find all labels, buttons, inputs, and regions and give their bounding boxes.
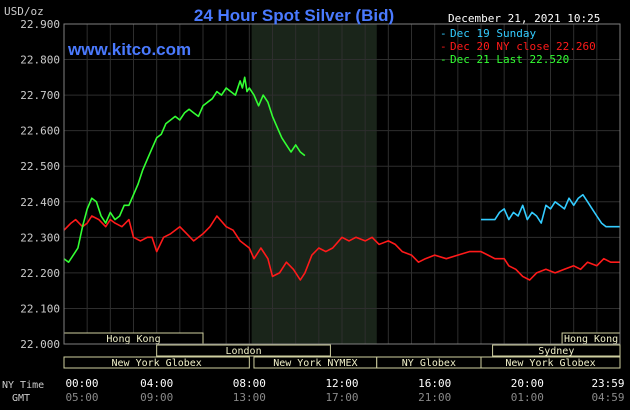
gmt-axis-label: GMT [12, 393, 30, 404]
watermark: www.kitco.com [67, 40, 191, 59]
y-tick-label: 22.000 [20, 338, 60, 351]
chart-title: 24 Hour Spot Silver (Bid) [194, 6, 394, 25]
ny-time-axis-label: NY Time [2, 380, 44, 391]
session-bar-box [492, 344, 621, 357]
y-tick-label: 22.100 [20, 302, 60, 315]
legend-dash-dec20: - [440, 40, 447, 53]
legend-item-dec21: Dec 21 Last 22.520 [450, 53, 569, 66]
x-tick-label-gmt: 13:00 [233, 391, 266, 404]
timestamp: December 21, 2021 10:25 [448, 12, 600, 25]
legend-item-dec19: Dec 19 Sunday [450, 27, 536, 40]
session-bar: Hong Kong [561, 332, 621, 345]
y-tick-label: 22.800 [20, 54, 60, 67]
y-tick-label: 22.700 [20, 89, 60, 102]
session-bar: New York Globex [480, 356, 621, 369]
x-tick-label-gmt: 09:00 [140, 391, 173, 404]
session-label: New York NYMEX [273, 358, 357, 369]
y-tick-label: 22.900 [20, 18, 60, 31]
legend: Dec 19 Sunday Dec 20 NY close 22.260 Dec… [440, 27, 596, 66]
plot-frame [63, 23, 621, 345]
legend-item-dec20: Dec 20 NY close 22.260 [450, 40, 596, 53]
y-unit-label: USD/oz [4, 5, 44, 18]
x-tick-label-gmt: 01:00 [511, 391, 544, 404]
x-tick-label-ny: 08:00 [233, 377, 266, 390]
x-tick-label-ny: 20:00 [511, 377, 544, 390]
nymex-session-shading [251, 24, 377, 344]
session-label: New York Globex [112, 358, 202, 369]
x-tick-label-ny: 12:00 [325, 377, 358, 390]
session-bar: Sydney [492, 344, 621, 357]
x-tick-label-gmt: 05:00 [65, 391, 98, 404]
session-bar: NY Globex [376, 356, 482, 369]
session-bar: New York Globex [63, 356, 250, 369]
legend-dash-dec21: - [440, 53, 447, 66]
grid-lines [64, 24, 620, 344]
price-series [63, 76, 620, 281]
session-label: London [225, 346, 261, 357]
legend-dash-dec19: - [440, 27, 447, 40]
x-tick-label-ny: 04:00 [140, 377, 173, 390]
y-tick-label: 22.200 [20, 267, 60, 280]
series-line [63, 215, 620, 281]
session-label: Hong Kong [564, 334, 618, 345]
x-tick-label-gmt: 04:59 [591, 391, 624, 404]
y-tick-label: 22.500 [20, 160, 60, 173]
session-bar-box [480, 356, 621, 369]
y-tick-label: 22.600 [20, 125, 60, 138]
session-bar: Hong Kong [63, 332, 204, 345]
y-axis-ticks: 22.000 22.100 22.200 22.300 22.400 22.500 22.6… [20, 18, 60, 351]
y-tick-label: 22.300 [20, 231, 60, 244]
session-bar-box [63, 356, 250, 369]
session-bar-box [156, 344, 331, 357]
session-bar: London [156, 344, 331, 357]
session-label: Sydney [538, 346, 574, 357]
x-tick-label-gmt: 17:00 [325, 391, 358, 404]
y-tick-label: 22.400 [20, 196, 60, 209]
x-axis-ticks: 00:00 04:00 08:00 12:00 16:00 20:00 23:59 05:00… [65, 377, 624, 404]
session-label: Hong Kong [106, 334, 160, 345]
x-tick-label-gmt: 21:00 [418, 391, 451, 404]
series-line [481, 193, 620, 228]
x-tick-label-ny: 23:59 [591, 377, 624, 390]
x-tick-label-ny: 00:00 [65, 377, 98, 390]
session-label: NY Globex [402, 358, 456, 369]
series-line [63, 76, 306, 263]
x-tick-label-ny: 16:00 [418, 377, 451, 390]
session-label: New York Globex [505, 358, 595, 369]
session-bar: New York NYMEX [253, 356, 378, 369]
